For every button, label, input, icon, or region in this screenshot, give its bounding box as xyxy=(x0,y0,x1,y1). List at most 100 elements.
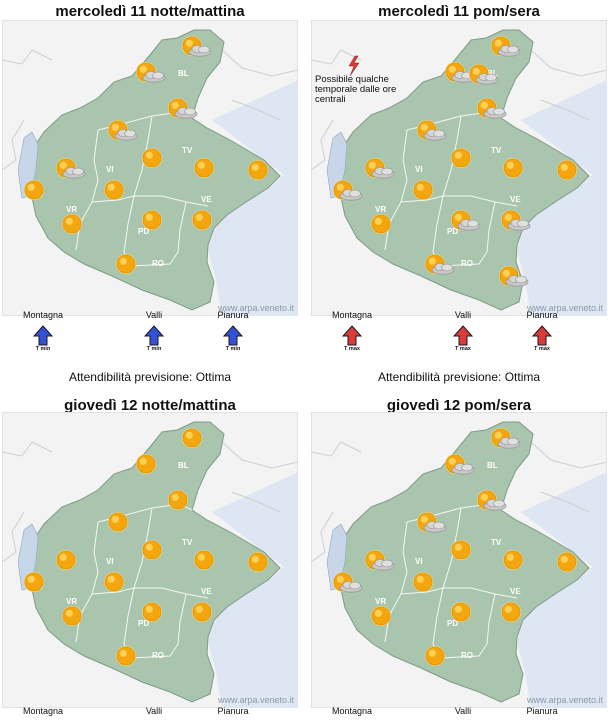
sun-disc xyxy=(24,180,44,200)
province-label-ro: RO xyxy=(461,259,473,268)
province-label-vr: VR xyxy=(375,597,386,606)
province-label-vi: VI xyxy=(106,557,114,566)
trend-label: Pianura xyxy=(526,310,558,320)
panel-title: mercoledì 11 pom/sera xyxy=(378,3,540,20)
cloud-icon xyxy=(423,129,447,141)
sun-cloud-icon xyxy=(501,210,531,231)
province-label-tv: TV xyxy=(182,146,193,155)
trend-label: Montagna xyxy=(22,706,64,716)
province-label-tv: TV xyxy=(491,538,502,547)
trend-label: Montagna xyxy=(331,310,373,320)
sun-cloud-icon xyxy=(56,158,86,179)
sun-icon xyxy=(142,602,162,622)
trend-column: Montagna T min xyxy=(8,310,78,352)
province-label-vi: VI xyxy=(106,165,114,174)
sun-icon xyxy=(104,180,124,200)
sun-highlight xyxy=(145,543,153,551)
sun-cloud-icon xyxy=(499,266,529,287)
sun-highlight xyxy=(27,575,35,583)
panel-title: mercoledì 11 notte/mattina xyxy=(55,3,245,20)
note-line: centrali xyxy=(315,94,346,105)
sun-disc xyxy=(557,160,577,180)
map-svg: BL TV VI VR PD VE RO www.arpa.veneto.it xyxy=(2,412,298,708)
cloud-icon xyxy=(507,219,531,231)
sun-disc xyxy=(192,602,212,622)
sun-disc xyxy=(116,254,136,274)
map-svg: BL TV VI VR PD VE RO www.arpa.veneto.it xyxy=(311,20,607,316)
sun-disc xyxy=(168,490,188,510)
sun-highlight xyxy=(480,101,488,109)
province-label-vr: VR xyxy=(375,205,386,214)
province-label-pd: PD xyxy=(138,619,149,628)
sun-disc xyxy=(371,214,391,234)
sun-highlight xyxy=(171,493,179,501)
sun-disc xyxy=(194,550,214,570)
trend-label: Valli xyxy=(145,310,163,320)
sun-disc xyxy=(62,214,82,234)
province-border xyxy=(91,521,99,595)
sun-disc xyxy=(136,454,156,474)
sun-icon xyxy=(62,606,82,626)
trend-label: Valli xyxy=(145,706,163,716)
sun-disc xyxy=(501,602,521,622)
sun-disc xyxy=(142,602,162,622)
province-label-ve: VE xyxy=(510,195,521,204)
sun-highlight xyxy=(374,217,382,225)
sun-highlight xyxy=(185,39,193,47)
sun-highlight xyxy=(251,555,259,563)
sun-disc xyxy=(24,572,44,592)
sun-icon xyxy=(248,160,268,180)
province-label-pd: PD xyxy=(447,227,458,236)
trend-arrow: T max xyxy=(531,325,553,352)
sun-disc xyxy=(451,602,471,622)
province-border xyxy=(91,129,99,203)
sun-highlight xyxy=(145,213,153,221)
sun-highlight xyxy=(560,555,568,563)
sun-icon xyxy=(503,550,523,570)
sun-highlight xyxy=(195,605,203,613)
sun-disc xyxy=(192,210,212,230)
province-border xyxy=(91,587,209,599)
temperature-trend: Montagna T min Valli T min Pianura T min xyxy=(2,310,298,370)
trend-column: Valli T min xyxy=(119,310,189,352)
sun-icon xyxy=(56,550,76,570)
sun-highlight xyxy=(368,553,376,561)
province-label-tv: TV xyxy=(182,538,193,547)
sun-highlight xyxy=(504,213,512,221)
cloud-icon xyxy=(174,107,198,119)
sun-icon xyxy=(116,254,136,274)
arrow-up-icon: T min xyxy=(222,325,244,352)
sun-cloud-icon xyxy=(365,550,395,571)
note-line: temporale dalle ore xyxy=(315,84,397,95)
sun-icon xyxy=(142,540,162,560)
province-label-vi: VI xyxy=(415,165,423,174)
sun-highlight xyxy=(111,515,119,523)
veneto-map: BL TV VI VR PD VE RO www.arpa.veneto.it xyxy=(311,412,607,708)
lightning-icon xyxy=(348,55,360,77)
sun-highlight xyxy=(171,101,179,109)
sun-icon xyxy=(62,214,82,234)
sun-highlight xyxy=(251,163,259,171)
trend-label: Montagna xyxy=(22,310,64,320)
sun-highlight xyxy=(428,649,436,657)
sun-highlight xyxy=(494,39,502,47)
province-label-bl: BL xyxy=(487,461,498,470)
trend-arrow: T min xyxy=(143,325,165,352)
arrow-up-icon: T min xyxy=(143,325,165,352)
sun-highlight xyxy=(506,553,514,561)
sun-highlight xyxy=(416,183,424,191)
sun-highlight xyxy=(454,605,462,613)
province-label-ro: RO xyxy=(152,651,164,660)
panel-title: giovedì 12 notte/mattina xyxy=(64,397,236,414)
cloud-icon xyxy=(423,521,447,533)
sun-disc xyxy=(104,572,124,592)
province-label-vr: VR xyxy=(66,597,77,606)
cloud-icon xyxy=(339,581,363,593)
sun-icon xyxy=(24,180,44,200)
veneto-map: BL TV VI VR PD VE RO www.arpa.veneto.it xyxy=(311,20,607,316)
province-border xyxy=(400,129,408,203)
province-label-pd: PD xyxy=(447,619,458,628)
sun-highlight xyxy=(185,431,193,439)
sun-cloud-icon xyxy=(491,428,521,449)
map-credit: www.arpa.veneto.it xyxy=(217,695,295,705)
